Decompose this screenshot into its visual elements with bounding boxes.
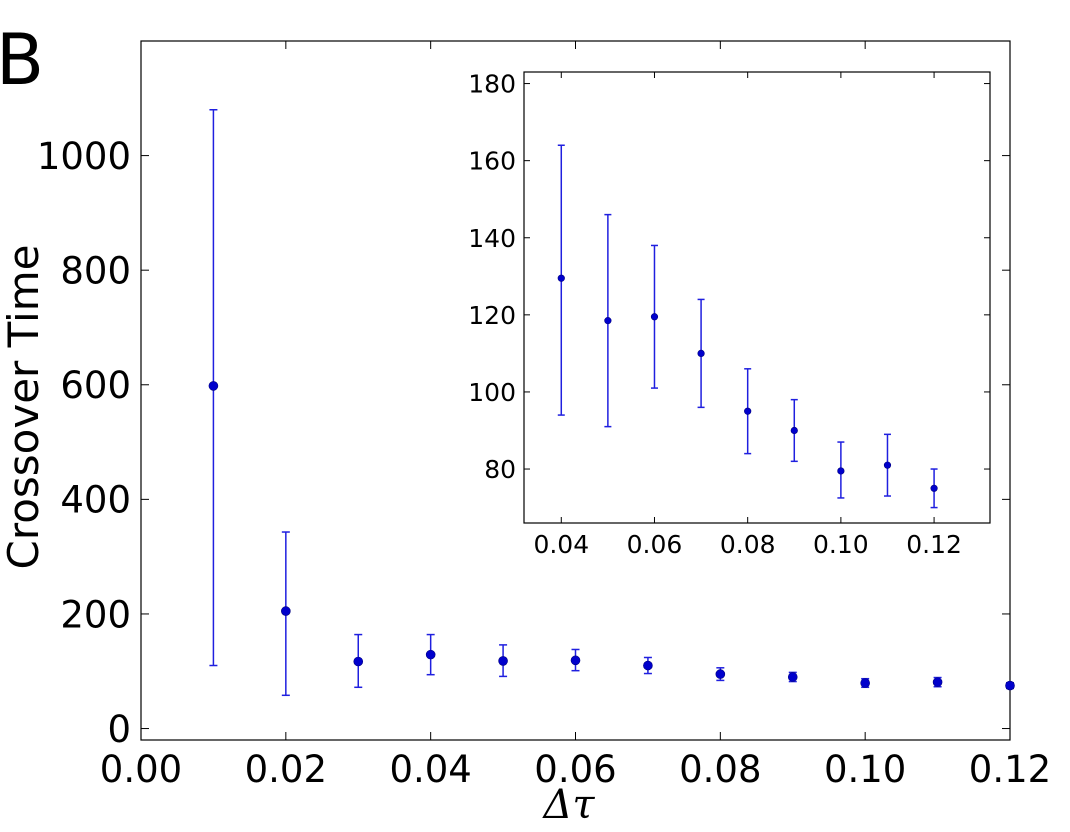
inset-y-tick-label: 100 (468, 378, 516, 407)
main-x-tick-label: 0.04 (389, 748, 471, 791)
inset-x-tick-label: 0.04 (533, 530, 589, 559)
main-data-point (787, 672, 798, 682)
inset-data-point (557, 274, 565, 282)
main-x-tick-label: 0.00 (100, 748, 182, 791)
inset-y-tick-label: 160 (468, 147, 516, 176)
inset-data-point (883, 461, 892, 469)
main-y-tick-label: 0 (107, 708, 131, 751)
inset-y-tick-label: 180 (468, 70, 516, 99)
main-data-point (715, 669, 726, 679)
y-axis-title: Crossover Time (0, 245, 48, 570)
inset-data-point (650, 313, 659, 321)
inset-data-point (744, 407, 752, 415)
main-y-tick-label: 400 (60, 479, 131, 522)
x-axis-title: Δτ (541, 782, 595, 828)
main-x-tick-label: 0.10 (824, 748, 906, 791)
main-x-tick-label: 0.08 (679, 748, 761, 791)
main-data-point (860, 678, 870, 688)
panel-label: B (0, 19, 44, 101)
inset-x-tick-label: 0.10 (813, 530, 869, 559)
inset-y-tick-label: 120 (468, 301, 516, 330)
inset-data-point (930, 484, 938, 492)
inset-frame (523, 71, 991, 524)
main-data-point (281, 606, 291, 616)
main-y-tick-label: 200 (60, 593, 131, 636)
main-y-tick-label: 800 (60, 250, 131, 293)
main-data-point (570, 655, 581, 666)
main-data-point (1005, 680, 1015, 691)
inset-x-tick-label: 0.12 (906, 530, 962, 559)
inset-data-point (790, 426, 798, 435)
main-data-point (208, 381, 219, 391)
main-x-tick-label: 0.06 (534, 748, 616, 791)
inset-data-point (604, 317, 612, 325)
main-y-tick-label: 1000 (37, 135, 131, 178)
inset-y-tick-label: 80 (484, 455, 516, 484)
main-data-point (643, 660, 653, 671)
main-x-tick-label: 0.12 (969, 748, 1051, 791)
main-data-point (498, 656, 508, 666)
main-data-point (353, 656, 364, 667)
main-data-point (425, 649, 436, 660)
main-x-tick-label: 0.02 (245, 748, 327, 791)
inset-x-tick-label: 0.06 (627, 530, 683, 559)
inset-data-point (837, 467, 845, 475)
main-plot: 0.00 0.02 0.04 0.06 0.08 0.10 0.12 0 200 400 600 80… (37, 40, 1051, 791)
inset-plot: 0.04 0.06 0.08 0.10 0.12 80 100 120 140 160 180 (468, 70, 991, 559)
inset-data-point (697, 349, 705, 357)
inset-x-tick-label: 0.08 (720, 530, 776, 559)
inset-y-tick-label: 140 (468, 224, 516, 253)
main-y-tick-label: 600 (60, 364, 131, 407)
main-data-point (932, 677, 943, 687)
